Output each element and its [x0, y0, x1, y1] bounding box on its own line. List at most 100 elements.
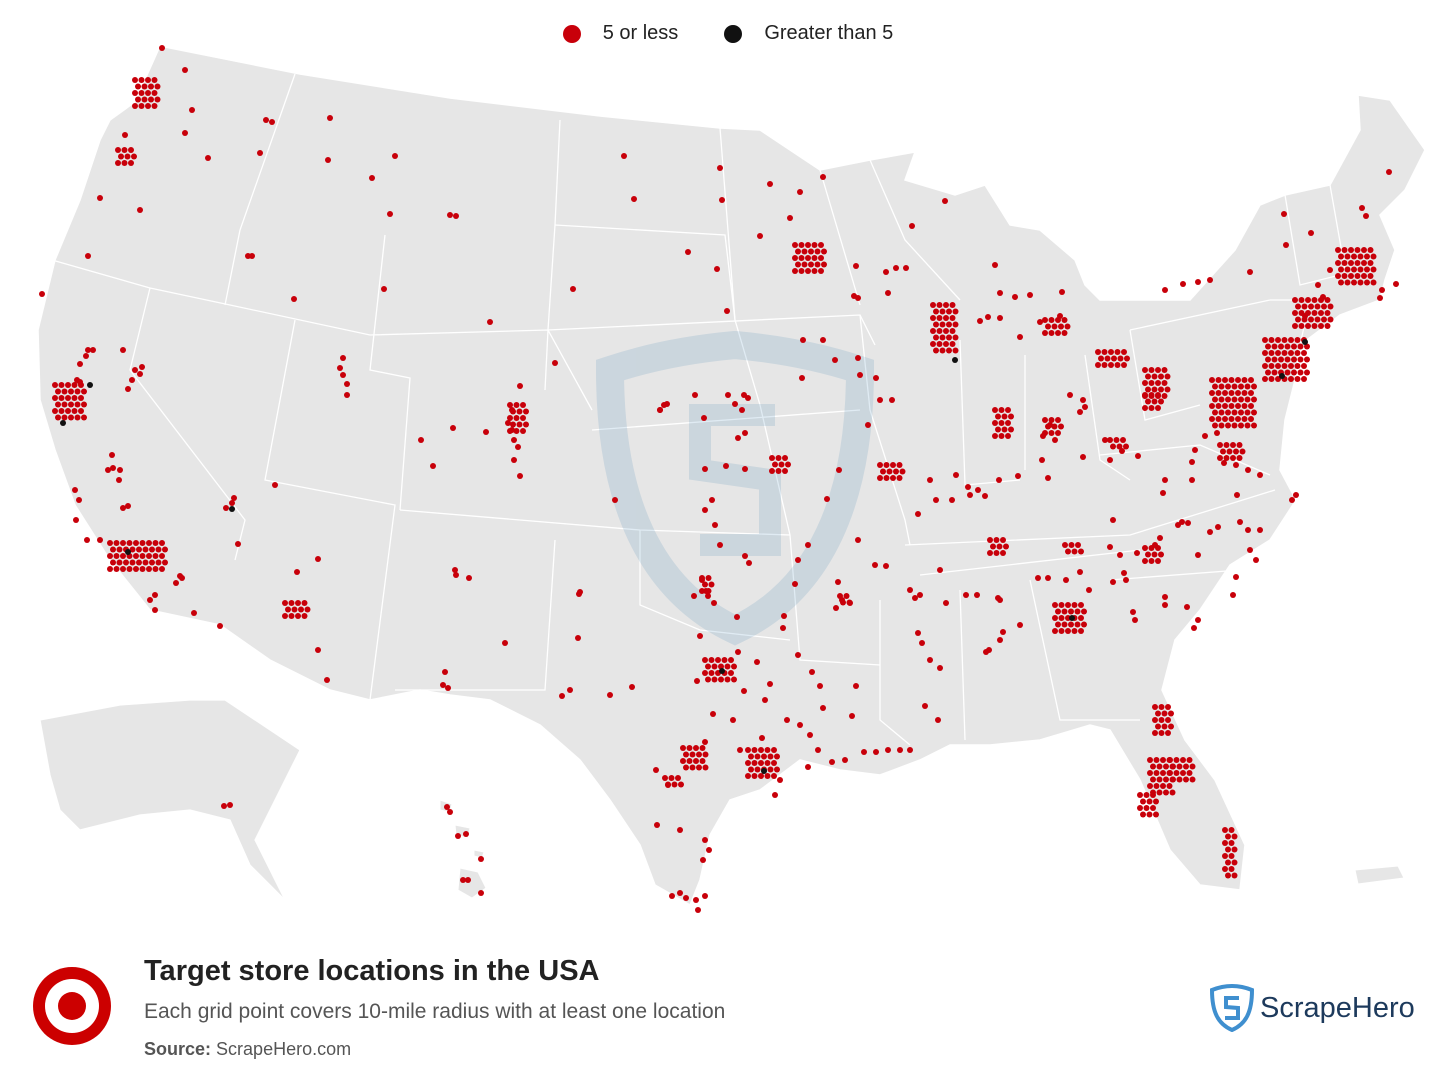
map-point — [1051, 423, 1058, 430]
map-point — [1005, 420, 1011, 426]
map-point — [149, 546, 155, 553]
map-point — [1288, 376, 1294, 382]
map-point — [511, 437, 517, 443]
map-point — [963, 592, 969, 598]
map-point — [699, 575, 705, 581]
map-point — [1108, 349, 1114, 355]
map-point — [1236, 455, 1243, 461]
map-point — [1140, 798, 1146, 805]
map-point — [1359, 205, 1365, 211]
map-point — [1164, 386, 1171, 393]
map-point — [1055, 608, 1061, 615]
map-point — [1158, 551, 1164, 558]
map-point — [205, 155, 211, 161]
map-point — [1155, 367, 1161, 373]
map-point — [217, 623, 223, 629]
map-point — [629, 684, 635, 690]
map-point — [705, 588, 712, 594]
map-point — [1142, 405, 1148, 411]
map-point — [1262, 337, 1268, 343]
map-point — [1027, 292, 1033, 298]
map-point — [516, 408, 523, 415]
map-point — [288, 600, 295, 606]
map-point — [249, 253, 255, 259]
map-point — [805, 255, 811, 261]
map-point — [1158, 386, 1164, 393]
map-point — [990, 543, 996, 550]
map-point — [61, 388, 68, 395]
map-point — [1222, 416, 1228, 422]
map-point — [288, 613, 295, 619]
map-point — [1142, 545, 1148, 551]
map-point — [1151, 386, 1158, 393]
map-point — [52, 395, 58, 401]
map-point — [792, 581, 798, 587]
map-point — [1065, 628, 1071, 634]
map-point — [453, 213, 459, 219]
map-point — [1135, 453, 1141, 459]
map-point — [837, 593, 843, 599]
map-point — [1048, 330, 1055, 336]
contiguous-us-shape — [37, 45, 1426, 907]
map-point — [1294, 376, 1301, 382]
map-point — [883, 462, 890, 468]
map-point — [1341, 273, 1348, 279]
map-point — [71, 382, 78, 388]
map-point — [1035, 575, 1041, 581]
map-point — [775, 455, 782, 461]
map-point — [949, 302, 956, 308]
map-point — [1228, 840, 1235, 846]
map-point — [291, 296, 297, 302]
map-point — [511, 457, 517, 463]
map-point — [148, 96, 154, 103]
map-point — [139, 364, 145, 370]
map-point — [685, 249, 691, 255]
map-point — [792, 242, 798, 248]
map-point — [708, 581, 715, 588]
map-point — [699, 745, 706, 751]
map-point — [78, 395, 84, 401]
map-point — [113, 566, 120, 572]
map-point — [1005, 407, 1011, 413]
map-point — [135, 83, 141, 90]
map-point — [77, 361, 83, 367]
map-point — [943, 328, 949, 334]
map-point — [702, 657, 708, 663]
map-point — [159, 540, 165, 546]
map-point — [1055, 621, 1061, 628]
source-line: Source: ScrapeHero.com — [144, 1039, 351, 1060]
map-point — [1348, 273, 1354, 279]
map-point — [1318, 323, 1324, 329]
map-point — [223, 505, 229, 511]
map-point — [821, 248, 827, 255]
map-point — [797, 189, 803, 195]
map-point — [724, 308, 730, 314]
map-point — [263, 117, 269, 123]
map-point — [974, 592, 980, 598]
map-point — [78, 382, 84, 388]
map-point — [946, 308, 952, 315]
map-point — [731, 663, 737, 670]
map-point — [132, 103, 138, 109]
map-point — [387, 211, 393, 217]
map-point — [1123, 577, 1129, 583]
map-point — [855, 355, 861, 361]
map-point — [1245, 467, 1251, 473]
map-point — [799, 375, 805, 381]
map-point — [1262, 350, 1268, 356]
map-point — [769, 468, 775, 474]
map-point — [897, 747, 903, 753]
map-point — [992, 433, 998, 439]
map-point — [1045, 323, 1051, 330]
map-point — [1262, 363, 1268, 369]
map-point — [877, 397, 883, 403]
map-point — [701, 415, 707, 421]
map-point — [1048, 430, 1055, 436]
map-point — [952, 334, 959, 341]
map-point — [877, 475, 883, 481]
map-point — [728, 670, 734, 676]
map-point — [115, 147, 121, 153]
map-point — [1150, 792, 1156, 798]
map-point — [137, 371, 143, 377]
map-point — [855, 537, 861, 543]
